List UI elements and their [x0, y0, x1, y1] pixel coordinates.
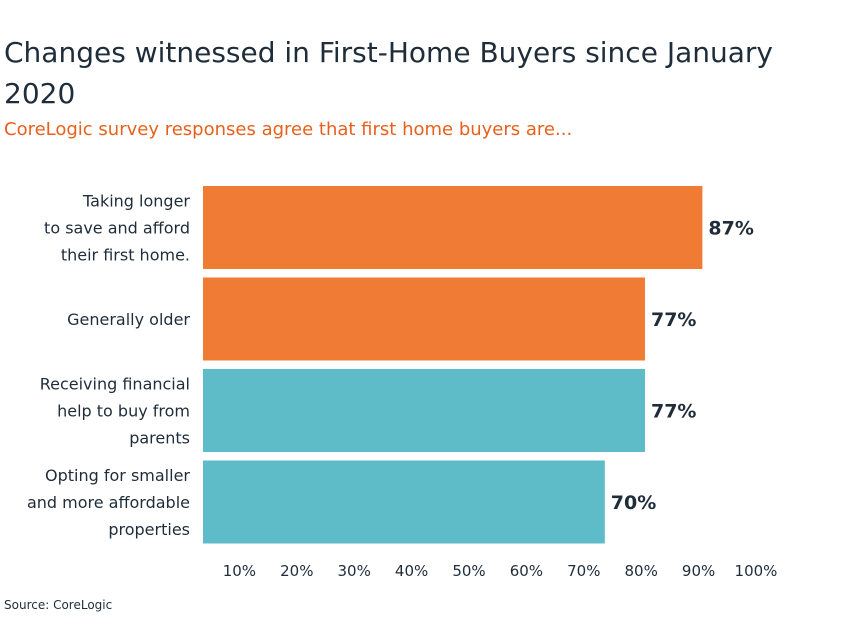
bar	[203, 460, 605, 544]
bar	[203, 186, 703, 269]
x-tick-label: 90%	[682, 562, 715, 580]
x-tick-label: 80%	[625, 562, 658, 580]
chart-subtitle: CoreLogic survey responses agree that fi…	[4, 119, 573, 140]
x-tick-label: 100%	[735, 562, 778, 580]
category-label-line: parents	[129, 429, 190, 448]
x-tick-label: 50%	[452, 562, 485, 580]
x-tick-label: 30%	[338, 562, 371, 580]
category-label-line: properties	[108, 520, 190, 539]
category-label: Generally older	[67, 310, 190, 329]
category-label-line: Receiving financial	[40, 375, 190, 394]
category-label-line: and more affordable	[27, 493, 190, 512]
category-label-line: Generally older	[67, 310, 190, 329]
x-tick-label: 20%	[280, 562, 313, 580]
data-label: 77%	[651, 309, 696, 331]
bar	[203, 369, 645, 452]
x-tick-label: 60%	[510, 562, 543, 580]
category-label: Opting for smaller and more affordable pro…	[27, 466, 190, 539]
category-label-line: their first home.	[61, 246, 190, 265]
bar	[203, 277, 645, 361]
category-label-line: to save and afford	[44, 219, 190, 238]
source-note: Source: CoreLogic	[4, 598, 113, 612]
category-label-line: help to buy from	[57, 402, 190, 421]
data-label: 70%	[611, 492, 656, 514]
category-label-line: Taking longer	[82, 192, 190, 211]
category-label: Taking longer to save and afford their fir…	[44, 192, 190, 265]
x-tick-label: 70%	[567, 562, 600, 580]
data-label: 87%	[708, 218, 753, 240]
data-label: 77%	[651, 401, 696, 423]
category-label-line: Opting for smaller	[45, 466, 190, 485]
chart-title: Changes witnessed in First-Home Buyers s…	[4, 36, 773, 110]
x-tick-label: 40%	[395, 562, 428, 580]
category-label: Receiving financial help to buy from paren…	[40, 375, 190, 448]
x-tick-label: 10%	[223, 562, 256, 580]
